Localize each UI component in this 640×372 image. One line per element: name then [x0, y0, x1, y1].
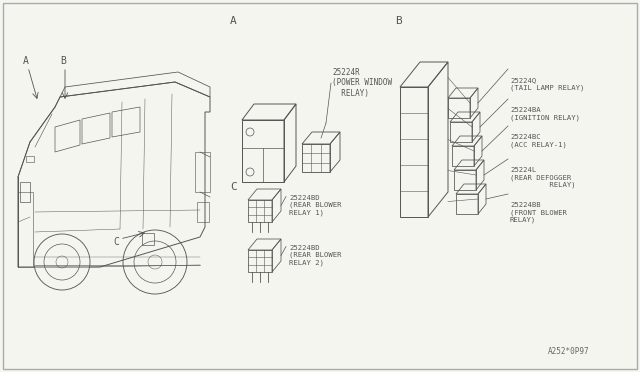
- Text: 25224BC
(ACC RELAY-1): 25224BC (ACC RELAY-1): [510, 134, 567, 148]
- Bar: [400, 87, 428, 217]
- Bar: [248, 200, 272, 222]
- Text: A: A: [230, 16, 237, 26]
- Text: 25224BA
(IGNITION RELAY): 25224BA (IGNITION RELAY): [510, 107, 580, 121]
- Text: B: B: [395, 16, 402, 26]
- Bar: [448, 98, 470, 118]
- Text: B: B: [60, 56, 66, 66]
- Text: C: C: [113, 237, 119, 247]
- Bar: [450, 122, 472, 142]
- Text: A252*0P97: A252*0P97: [548, 347, 589, 356]
- Bar: [26, 156, 34, 162]
- Bar: [452, 146, 474, 166]
- Text: C: C: [230, 182, 237, 192]
- Bar: [18, 192, 33, 267]
- Text: 25224BD
(REAR BLOWER
RELAY 2): 25224BD (REAR BLOWER RELAY 2): [289, 244, 342, 266]
- Bar: [195, 152, 210, 192]
- Bar: [20, 182, 30, 202]
- Bar: [456, 194, 478, 214]
- Text: 25224BB
(FRONT BLOWER
RELAY): 25224BB (FRONT BLOWER RELAY): [510, 202, 567, 223]
- Text: 25224L
(REAR DEFOGGER
         RELAY): 25224L (REAR DEFOGGER RELAY): [510, 167, 575, 188]
- Text: A: A: [23, 56, 29, 66]
- Text: 25224BD
(REAR BLOWER
RELAY 1): 25224BD (REAR BLOWER RELAY 1): [289, 195, 342, 215]
- Bar: [197, 202, 209, 222]
- Text: 25224R
(POWER WINDOW
  RELAY): 25224R (POWER WINDOW RELAY): [332, 68, 392, 98]
- Bar: [242, 120, 284, 182]
- Bar: [302, 144, 330, 172]
- Bar: [142, 233, 154, 245]
- Bar: [248, 250, 272, 272]
- Text: 25224Q
(TAIL LAMP RELAY): 25224Q (TAIL LAMP RELAY): [510, 77, 584, 90]
- Bar: [454, 170, 476, 190]
